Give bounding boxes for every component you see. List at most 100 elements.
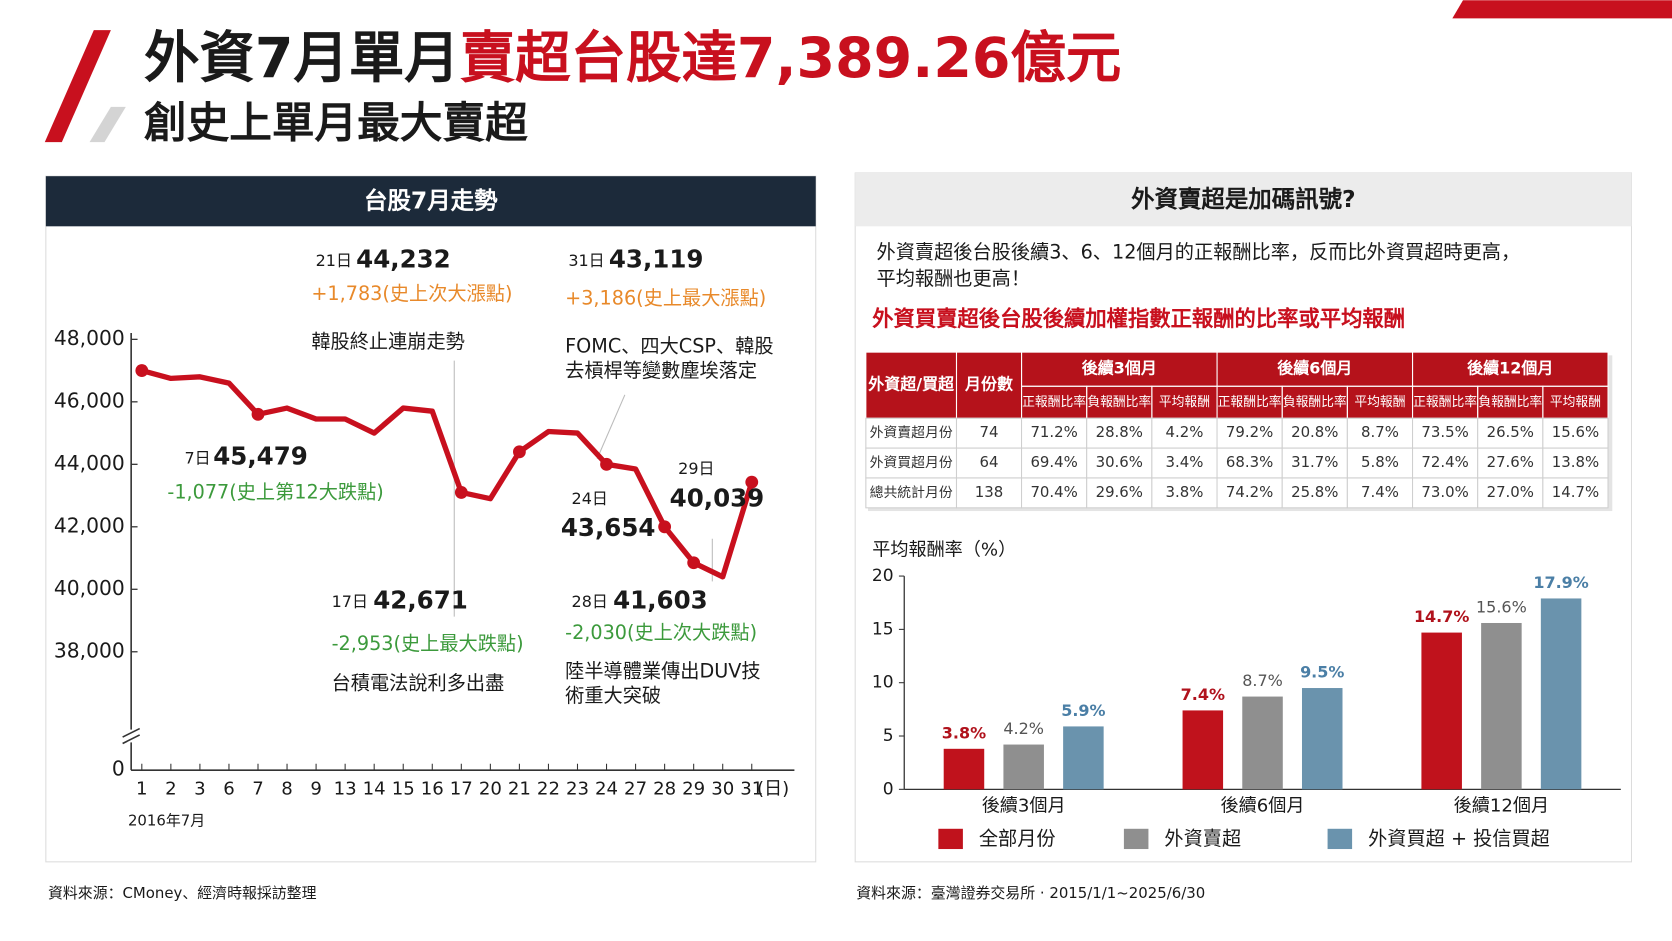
table-cell [1477, 477, 1544, 509]
table-cell [1151, 417, 1218, 449]
left-panel-title: 台股7月走勢 [364, 186, 498, 214]
point-marker [600, 457, 613, 471]
x-tick-label: 23 [566, 778, 589, 799]
annotation-note: FOMC、四大CSP、韓股 [565, 334, 773, 357]
annotation-change: -1,077(史上第12大跌點) [167, 480, 383, 503]
table-cell-text: 68.3% [1226, 453, 1273, 471]
bar-value-label: 8.7% [1242, 671, 1283, 690]
table-subheader: 負報酬比率 [1478, 394, 1542, 410]
bar-value-label: 7.4% [1181, 685, 1225, 704]
annotation-day: 24日 [572, 489, 608, 508]
x-unit: (日) [757, 778, 789, 799]
table-header: 後續12個月 [1467, 359, 1553, 378]
annotation-day: 31日 [568, 251, 604, 270]
table-cell-text: 外資買超月份 [870, 455, 953, 471]
table-cell-text: 15.6% [1552, 423, 1599, 441]
table-cell-text: 69.4% [1030, 453, 1077, 471]
x-tick-label: 2 [165, 778, 177, 799]
table-header: 月份數 [964, 375, 1013, 394]
annotation-day: 17日 [332, 592, 368, 611]
left-panel [45, 175, 817, 863]
source: 資料來源：CMoney、經濟時報採訪整理 [48, 884, 317, 902]
y-tick-label: 20 [872, 566, 894, 586]
table-cell-text: 27.0% [1487, 483, 1534, 501]
table-cell-text: 74 [980, 423, 999, 441]
x-tick-label: 29 [682, 778, 705, 799]
table-cell [1281, 417, 1348, 449]
table-cell [1151, 477, 1218, 509]
table-cell [865, 447, 958, 479]
legend-label: 外資買超 + 投信買超 [1368, 827, 1550, 850]
y-tick-label: 0 [883, 779, 894, 799]
subtitle: 創史上單月最大賣超 [144, 99, 528, 149]
x-tick-label: 14 [363, 778, 386, 799]
bar-value-label: 3.8% [942, 723, 986, 742]
x-tick-label: 31 [740, 778, 763, 799]
bar-value-label: 9.5% [1300, 663, 1344, 682]
table-header-bg [865, 352, 1609, 419]
table-subheader: 平均報酬 [1354, 395, 1405, 410]
x-tick-label: 24 [595, 778, 618, 799]
table-subheader: 平均報酬 [1159, 395, 1210, 410]
bar-value-label: 4.2% [1003, 719, 1044, 738]
bar-value-label: 17.9% [1533, 573, 1588, 592]
table-cell-text: 4.2% [1166, 423, 1204, 441]
x-tick-label: 後續3個月 [982, 795, 1066, 816]
table-cell-text: 73.5% [1421, 423, 1468, 441]
bar [1182, 710, 1224, 790]
table-cell [1281, 447, 1348, 479]
table-cell-text: 138 [975, 483, 1003, 501]
point-marker [687, 556, 701, 570]
x-tick-label: 1 [136, 778, 148, 799]
table-cell [1477, 417, 1544, 449]
axis-break [122, 734, 141, 745]
y-tick-label: 0 [112, 757, 125, 781]
title: 外資7月單月賣超台股達7,389.26億元 [144, 27, 1121, 91]
table-cell-text: 26.5% [1487, 423, 1534, 441]
point-marker [251, 407, 265, 421]
annotation-note: 台積電法說利多出盡 [332, 671, 505, 694]
x-tick-label: 8 [281, 778, 293, 799]
intro-text: 外資賣超後台股後續3、6、12個月的正報酬比率，反而比外資買超時更高， [877, 240, 1521, 263]
bar [1421, 632, 1462, 790]
y-tick-label: 10 [872, 673, 894, 693]
corner-stripe [1452, 0, 1672, 19]
table-cell-text: 5.8% [1361, 453, 1399, 471]
x-tick-label: 16 [421, 778, 444, 799]
table-cell-text: 71.2% [1030, 423, 1077, 441]
annotation-day: 21日 [316, 251, 352, 270]
x-tick-label: 後續12個月 [1454, 795, 1549, 816]
intro-text: 平均報酬也更高！ [877, 267, 1031, 290]
annotation-day: 29日 [678, 459, 714, 478]
table-cell-text: 27.6% [1487, 453, 1534, 471]
table-cell [1281, 477, 1348, 509]
x-tick-label: 3 [194, 778, 206, 799]
table-subheader: 正報酬比率 [1218, 394, 1282, 410]
table-cell-text: 70.4% [1030, 483, 1077, 501]
table-cell-text: 74.2% [1226, 483, 1273, 501]
right-panel-header [855, 172, 1632, 227]
table-cell-text: 64 [980, 453, 999, 471]
annotation-note: 陸半導體業傳出DUV技 [565, 660, 760, 683]
bar [943, 748, 985, 790]
right-panel-title: 外資賣超是加碼訊號? [1131, 185, 1356, 213]
y-tick-label: 5 [883, 726, 894, 746]
legend-label: 外資賣超 [1164, 827, 1241, 850]
table-cell [1086, 477, 1153, 509]
table-cell-text: 30.6% [1096, 453, 1143, 471]
bar-value-label: 5.9% [1061, 701, 1105, 720]
table-subheader: 負報酬比率 [1283, 394, 1347, 410]
table-cell-text: 3.4% [1166, 453, 1204, 471]
x-tick-label: 9 [310, 778, 322, 799]
bar [1242, 696, 1283, 790]
x-tick-label: 22 [537, 778, 560, 799]
highlight: 外資買賣超後台股後續加權指數正報酬的比率或平均報酬 [872, 306, 1405, 332]
table-header: 後續6個月 [1277, 359, 1352, 378]
table-cell [1021, 447, 1088, 479]
table-header: 後續3個月 [1082, 359, 1157, 378]
y-tick-label: 15 [872, 619, 894, 639]
table-subheader: 正報酬比率 [1022, 394, 1086, 410]
table-cell-text: 外資賣超月份 [870, 425, 953, 441]
table-cell [1542, 447, 1609, 479]
